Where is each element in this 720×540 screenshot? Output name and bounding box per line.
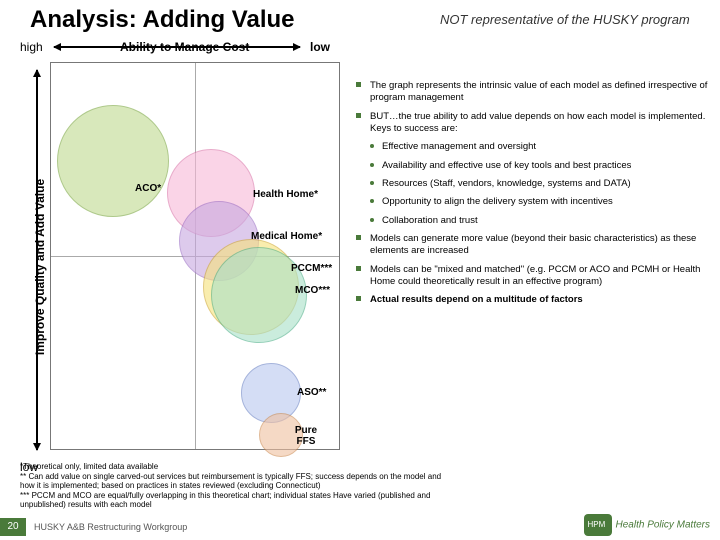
bubble-label: PCCM***: [291, 263, 332, 274]
bubble-label: ASO**: [297, 387, 326, 398]
bubble-label: Medical Home*: [251, 231, 322, 242]
bullet-item: Collaboration and trust: [356, 215, 710, 227]
bullet-item: Actual results depend on a multitude of …: [356, 294, 710, 306]
footer-text: HUSKY A&B Restructuring Workgroup: [34, 522, 187, 532]
bubble: [211, 247, 307, 343]
footnote-line: *** PCCM and MCO are equal/fully overlap…: [20, 491, 450, 510]
quadrant-chart: ACO* Health Home* Medical Home* PCCM*** MCO*…: [50, 62, 340, 450]
logo-badge: [584, 514, 612, 536]
axis-x-low-label: low: [310, 40, 330, 54]
bullet-item: Opportunity to align the delivery system…: [356, 196, 710, 208]
brand-text: Health Policy Matters: [616, 520, 710, 531]
footnote-line: *Theoretical only, limited data availabl…: [20, 462, 450, 472]
page-number: 20: [0, 518, 26, 536]
x-axis-arrow: [54, 46, 300, 48]
bullet-item: BUT…the true ability to add value depend…: [356, 111, 710, 136]
axis-x-high-label: high: [20, 40, 43, 54]
footnotes: *Theoretical only, limited data availabl…: [20, 462, 450, 510]
y-axis-label: Improve Quality and Add Value: [33, 177, 47, 357]
bullet-item: Resources (Staff, vendors, knowledge, sy…: [356, 178, 710, 190]
bullet-item: Availability and effective use of key to…: [356, 160, 710, 172]
bubble-label: Pure FFS: [291, 425, 321, 447]
subtitle: NOT representative of the HUSKY program: [440, 12, 690, 27]
bubble-label: MCO***: [295, 285, 330, 296]
brand-logo: Health Policy Matters: [584, 514, 710, 536]
bullet-item: Models can be "mixed and matched" (e.g. …: [356, 264, 710, 289]
footnote-line: ** Can add value on single carved-out se…: [20, 472, 450, 491]
bubble-label: Health Home*: [253, 189, 318, 200]
bubble: [57, 105, 169, 217]
bubble-label: ACO*: [135, 183, 161, 194]
page-title: Analysis: Adding Value: [30, 6, 295, 34]
bullet-item: Models can generate more value (beyond t…: [356, 233, 710, 258]
bullet-panel: The graph represents the intrinsic value…: [356, 80, 710, 313]
bullet-item: The graph represents the intrinsic value…: [356, 80, 710, 105]
bullet-item: Effective management and oversight: [356, 141, 710, 153]
